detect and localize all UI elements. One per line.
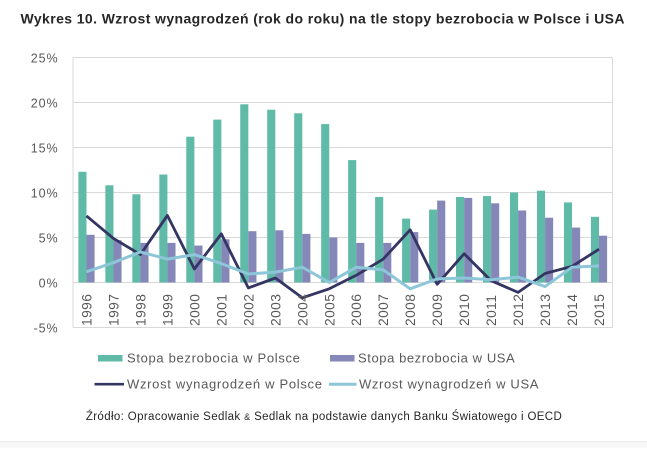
svg-text:2012: 2012 <box>511 294 526 326</box>
svg-text:2004: 2004 <box>295 294 310 326</box>
svg-text:2013: 2013 <box>538 294 553 326</box>
svg-text:10%: 10% <box>31 187 59 201</box>
svg-text:2003: 2003 <box>268 294 283 326</box>
svg-text:Stopa bezrobocia w USA: Stopa bezrobocia w USA <box>358 351 515 366</box>
svg-text:15%: 15% <box>31 142 59 156</box>
svg-text:Wykres 10. Wzrost wynagrodzeń: Wykres 10. Wzrost wynagrodzeń (rok do ro… <box>21 11 625 27</box>
svg-text:Stopa bezrobocia w Polsce: Stopa bezrobocia w Polsce <box>127 351 301 366</box>
svg-text:-5%: -5% <box>34 322 59 336</box>
svg-text:2002: 2002 <box>241 294 256 326</box>
svg-text:2009: 2009 <box>430 294 445 326</box>
svg-text:2015: 2015 <box>592 294 607 326</box>
svg-text:25%: 25% <box>31 52 59 66</box>
svg-text:1999: 1999 <box>160 294 175 326</box>
svg-text:Wzrost wynagrodzeń w Polsce: Wzrost wynagrodzeń w Polsce <box>127 377 323 392</box>
svg-text:20%: 20% <box>31 97 59 111</box>
svg-text:2008: 2008 <box>403 294 418 326</box>
svg-text:2011: 2011 <box>484 295 499 326</box>
svg-text:2005: 2005 <box>322 294 337 326</box>
svg-text:5%: 5% <box>39 232 59 246</box>
svg-text:2001: 2001 <box>214 294 229 326</box>
svg-text:2006: 2006 <box>349 294 364 326</box>
svg-text:1998: 1998 <box>133 294 148 326</box>
svg-text:2014: 2014 <box>565 294 580 326</box>
svg-text:0%: 0% <box>39 277 59 291</box>
svg-text:Wzrost wynagrodzeń w USA: Wzrost wynagrodzeń w USA <box>359 377 539 392</box>
svg-text:Źródło: Opracowanie Sedlak & S: Źródło: Opracowanie Sedlak & Sedlak na p… <box>86 410 562 423</box>
svg-text:2010: 2010 <box>457 294 472 326</box>
svg-text:1996: 1996 <box>79 294 94 326</box>
svg-text:2007: 2007 <box>376 294 391 326</box>
svg-text:2000: 2000 <box>187 294 202 326</box>
svg-text:1997: 1997 <box>106 294 121 326</box>
